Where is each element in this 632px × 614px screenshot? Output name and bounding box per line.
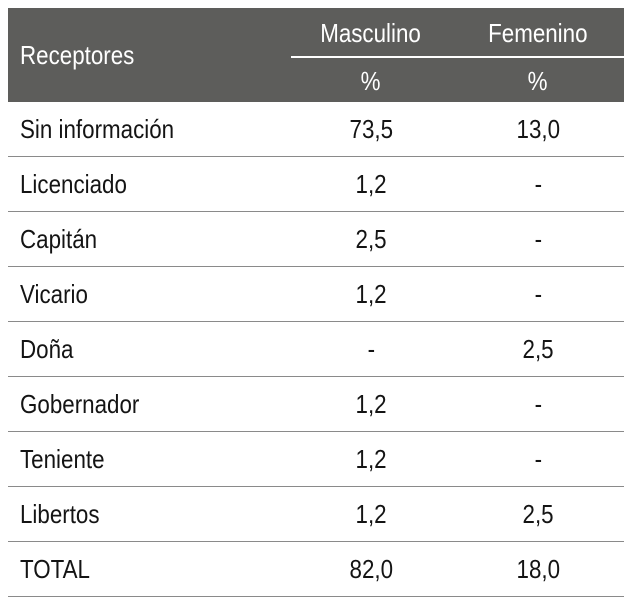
table-row: Libertos 1,2 2,5 (8, 487, 624, 542)
table-row: Sin información 73,5 13,0 (8, 102, 624, 157)
cell-masculino: 2,5 (355, 224, 387, 254)
cell-femenino: - (534, 444, 542, 474)
cell-femenino: 18,0 (516, 554, 560, 584)
cell-femenino: 13,0 (516, 114, 560, 144)
row-label: Sin información (20, 114, 175, 144)
table-row: Vicario 1,2 - (8, 267, 624, 322)
row-label: Capitán (20, 224, 98, 254)
header-masculino: Masculino (320, 18, 422, 48)
header-femenino: Femenino (488, 18, 588, 48)
table-row: Gobernador 1,2 - (8, 377, 624, 432)
cell-femenino: 2,5 (522, 499, 554, 529)
table-row: Teniente 1,2 - (8, 432, 624, 487)
cell-masculino: 1,2 (355, 169, 387, 199)
cell-masculino: 73,5 (349, 114, 393, 144)
cell-masculino: - (367, 334, 375, 364)
row-label: Doña (20, 334, 74, 364)
cell-femenino: 2,5 (522, 334, 554, 364)
table-row-total: TOTAL 82,0 18,0 (8, 542, 624, 597)
cell-femenino: - (534, 169, 542, 199)
header-divider (291, 56, 624, 58)
cell-masculino: 1,2 (355, 444, 387, 474)
cell-femenino: - (534, 279, 542, 309)
cell-masculino: 82,0 (349, 554, 393, 584)
cell-masculino: 1,2 (355, 389, 387, 419)
cell-femenino: - (534, 224, 542, 254)
header-percent-masculino: % (361, 66, 381, 96)
receptores-table: Receptores Masculino Femenino % % Sin in… (8, 8, 624, 597)
row-label: TOTAL (20, 554, 90, 584)
cell-masculino: 1,2 (355, 499, 387, 529)
header-receptores: Receptores (20, 39, 135, 70)
table-row: Capitán 2,5 - (8, 212, 624, 267)
cell-femenino: - (534, 389, 542, 419)
header-percent-femenino: % (528, 66, 548, 96)
table-row: Licenciado 1,2 - (8, 157, 624, 212)
row-label: Libertos (20, 499, 100, 529)
row-label: Gobernador (20, 389, 140, 419)
row-label: Vicario (20, 279, 88, 309)
cell-masculino: 1,2 (355, 279, 387, 309)
table-header: Receptores Masculino Femenino % % (8, 8, 624, 102)
row-label: Teniente (20, 444, 105, 474)
row-label: Licenciado (20, 169, 127, 199)
table-row: Doña - 2,5 (8, 322, 624, 377)
